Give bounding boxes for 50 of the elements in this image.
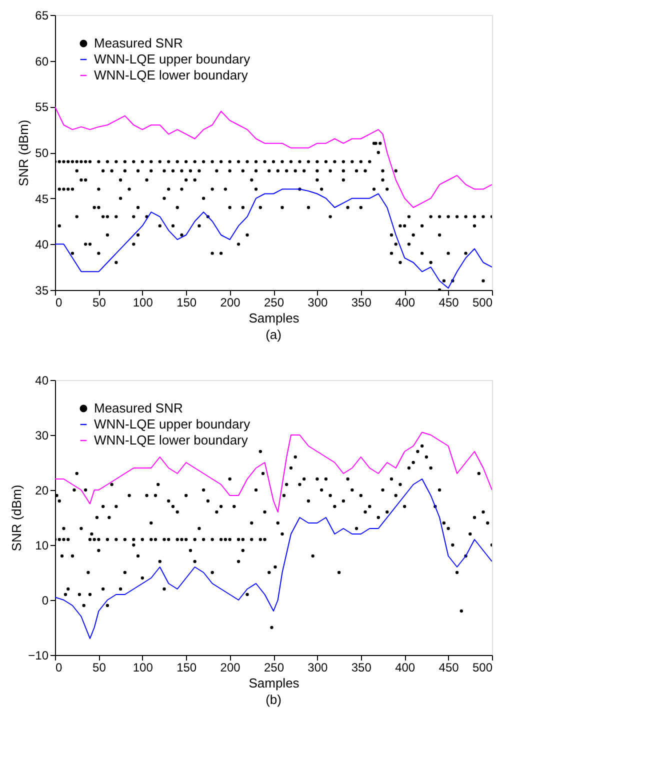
y-tick-label: −10 [28,648,49,662]
x-tick-label: 150 [176,660,197,674]
x-tick-label: 100 [132,660,154,674]
line-series [55,478,492,639]
x-tick-label: 100 [132,296,154,310]
x-tick-label: 300 [308,296,328,310]
text: (b) [266,692,282,707]
x-tick-label: 500 [472,660,493,674]
legend-label: Measured SNR [94,400,183,416]
x-tick-label: 0 [56,296,62,310]
legend-label: WNN-LQE upper boundary [94,416,251,432]
y-tick-label: 0 [42,594,49,608]
x-tick-label: 200 [220,296,241,310]
line-series [55,106,492,208]
x-tick-label: 0 [56,660,62,674]
x-tick-label: 400 [395,296,416,310]
text: (a) [266,327,282,342]
y-tick-label: 35 [35,284,49,298]
x-tick-label: 150 [176,296,197,310]
legend-label: Measured SNR [94,36,183,50]
y-tick-label: 55 [35,100,49,114]
y-tick-label: 50 [35,146,49,160]
x-tick-label: 350 [351,660,372,674]
y-tick-label: 60 [35,54,49,68]
x-tick-label: 200 [220,660,241,674]
y-axis-title: SNR (dBm) [9,484,24,552]
legend-label: WNN-LQE lower boundary [94,68,248,82]
x-axis-title: Samples [248,310,300,326]
y-tick-label: 10 [35,538,49,552]
y-tick-label: 30 [35,428,49,442]
x-tick-label: 250 [264,660,284,674]
y-tick-label: 40 [35,374,49,388]
y-tick-label: 40 [35,238,49,252]
x-tick-label: 50 [92,660,106,674]
legend-label: WNN-LQE upper boundary [94,52,251,66]
x-tick-label: 500 [472,296,493,310]
x-tick-label: 400 [395,660,416,674]
x-tick-label: 350 [351,296,372,310]
line-series [55,432,492,512]
y-tick-label: 20 [35,484,49,498]
x-tick-label: 300 [308,660,328,674]
x-tick-label: 250 [264,296,284,310]
x-tick-label: 450 [438,660,460,674]
y-tick-label: 45 [35,192,49,206]
y-axis-title: SNR (dBm) [16,120,32,186]
x-tick-label: 50 [92,296,106,310]
x-tick-label: 450 [438,296,460,310]
legend-label: WNN-LQE lower boundary [94,432,248,448]
x-axis-title: Samples [248,676,300,690]
y-tick-label: 65 [35,8,49,22]
